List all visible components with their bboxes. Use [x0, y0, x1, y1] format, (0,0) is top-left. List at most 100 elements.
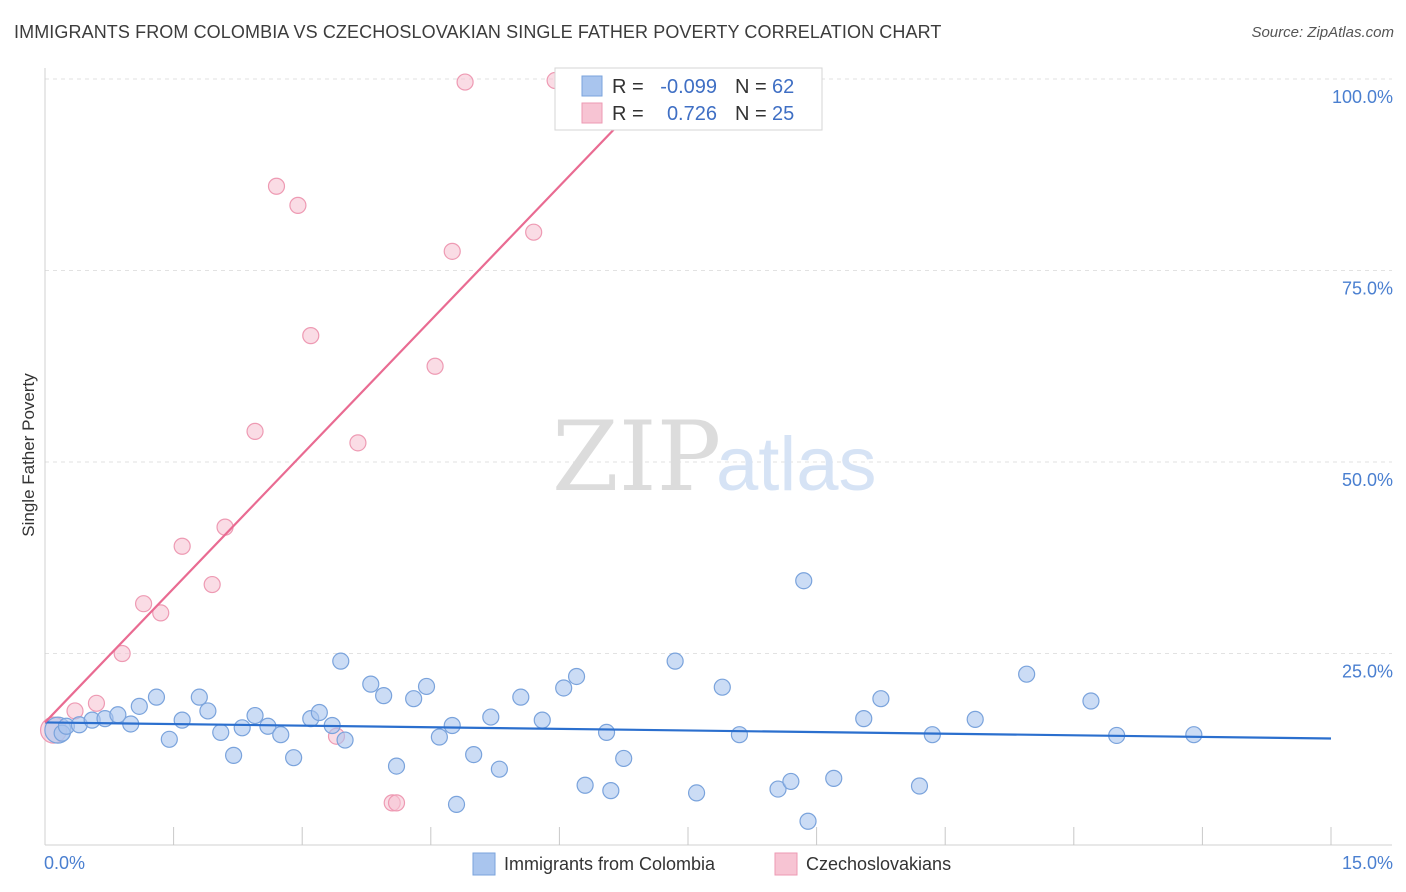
colombia-point — [602, 782, 620, 800]
czech-point — [173, 537, 191, 555]
colombia-point — [233, 719, 251, 737]
colombia-point — [666, 652, 684, 670]
colombia-point — [375, 687, 393, 705]
colombia-point — [387, 757, 406, 775]
axes — [44, 68, 1392, 846]
czech-point — [246, 422, 264, 440]
colombia-point — [130, 697, 148, 715]
colombia-point — [190, 688, 208, 706]
czech-point — [426, 357, 444, 375]
stats-n-value-colombia: 62 — [772, 76, 794, 98]
czech-point — [267, 177, 286, 195]
colombia-point — [782, 772, 800, 791]
colombia-point — [966, 710, 984, 728]
y-tick-labels: 25.0% 50.0% 75.0% 100.0% — [1332, 87, 1393, 682]
legend-label-colombia: Immigrants from Colombia — [504, 854, 716, 874]
colombia-point — [310, 703, 328, 722]
colombia-point — [147, 688, 166, 706]
grid-lines — [45, 78, 1392, 654]
colombia-point — [332, 652, 350, 670]
colombia-point — [687, 784, 706, 802]
czech-point — [134, 595, 153, 613]
colombia-point — [246, 706, 264, 725]
y-tick-label-100: 100.0% — [1332, 87, 1393, 107]
colombia-point — [567, 667, 586, 686]
czech-point — [216, 518, 234, 536]
stats-r-label-czech: R = — [612, 103, 644, 125]
stats-n-label-colombia: N = — [735, 76, 767, 98]
stats-box: R = -0.099 N = 62 R = 0.726 N = 25 — [554, 67, 823, 131]
colombia-point — [430, 728, 448, 746]
czech-point — [152, 604, 170, 622]
colombia-point — [872, 690, 890, 708]
colombia-point — [576, 776, 594, 794]
colombia-point — [447, 795, 466, 814]
trend-lines — [44, 78, 1332, 740]
czech-point — [387, 794, 406, 812]
colombia-point — [417, 677, 436, 696]
czech-point — [443, 242, 461, 260]
colombia-point — [482, 708, 500, 726]
y-tick-label-75: 75.0% — [1342, 279, 1393, 299]
colombia-point — [490, 760, 508, 778]
colombia-point — [465, 746, 483, 764]
colombia-point — [336, 731, 354, 749]
source-credit: Source: ZipAtlas.com — [1251, 24, 1394, 41]
colombia-point — [769, 780, 787, 798]
colombia-point — [1082, 692, 1100, 710]
colombia-point — [272, 726, 290, 744]
czech-point — [289, 196, 307, 214]
colombia-point — [160, 730, 178, 748]
czech-trend-line — [44, 78, 664, 724]
colombia-point — [512, 688, 530, 706]
colombia-point — [615, 749, 633, 768]
colombia-point — [795, 572, 813, 590]
watermark-zip: ZIP — [552, 401, 721, 513]
colombia-point — [825, 769, 843, 787]
chart-title: IMMIGRANTS FROM COLOMBIA VS CZECHOSLOVAK… — [14, 22, 942, 42]
colombia-point — [212, 723, 230, 741]
czech-point — [349, 434, 367, 452]
colombia-point — [1185, 726, 1203, 744]
colombia-points — [44, 572, 1203, 830]
colombia-trend-line — [44, 721, 1332, 740]
colombia-point — [173, 711, 191, 729]
y-tick-label-25: 25.0% — [1342, 662, 1393, 682]
x-tick-label-min: 0.0% — [44, 853, 85, 873]
x-tick-label-max: 15.0% — [1342, 853, 1393, 873]
czech-point — [302, 327, 320, 345]
stats-n-value-czech: 25 — [772, 103, 794, 125]
colombia-point — [225, 746, 243, 764]
czech-point — [203, 575, 221, 594]
colombia-point — [199, 702, 217, 720]
stats-r-value-colombia: -0.099 — [660, 76, 717, 98]
stats-r-value-czech: 0.726 — [667, 103, 717, 125]
czech-point — [525, 223, 543, 241]
colombia-point — [405, 690, 423, 708]
stats-swatch-czech — [581, 102, 603, 124]
colombia-point — [799, 812, 817, 830]
colombia-point — [713, 678, 731, 696]
colombia-point — [555, 679, 573, 697]
colombia-point — [443, 716, 461, 735]
colombia-point — [533, 711, 551, 729]
legend-swatch-czech — [774, 852, 798, 876]
colombia-point — [910, 777, 929, 795]
legend: Immigrants from Colombia Czechoslovakian… — [472, 852, 951, 876]
colombia-point — [855, 710, 873, 728]
y-tick-label-50: 50.0% — [1342, 470, 1393, 490]
colombia-point — [1018, 665, 1036, 683]
legend-label-czech: Czechoslovakians — [806, 854, 951, 874]
colombia-point — [597, 723, 616, 741]
colombia-point — [730, 726, 749, 744]
colombia-point — [362, 675, 380, 693]
czech-point — [87, 694, 106, 712]
y-axis-title: Single Father Poverty — [19, 373, 38, 537]
legend-swatch-colombia — [472, 852, 496, 876]
czech-point — [113, 644, 131, 663]
stats-r-label-colombia: R = — [612, 76, 644, 98]
stats-swatch-colombia — [581, 75, 603, 97]
stats-n-label-czech: N = — [735, 103, 767, 125]
colombia-point — [285, 749, 303, 767]
